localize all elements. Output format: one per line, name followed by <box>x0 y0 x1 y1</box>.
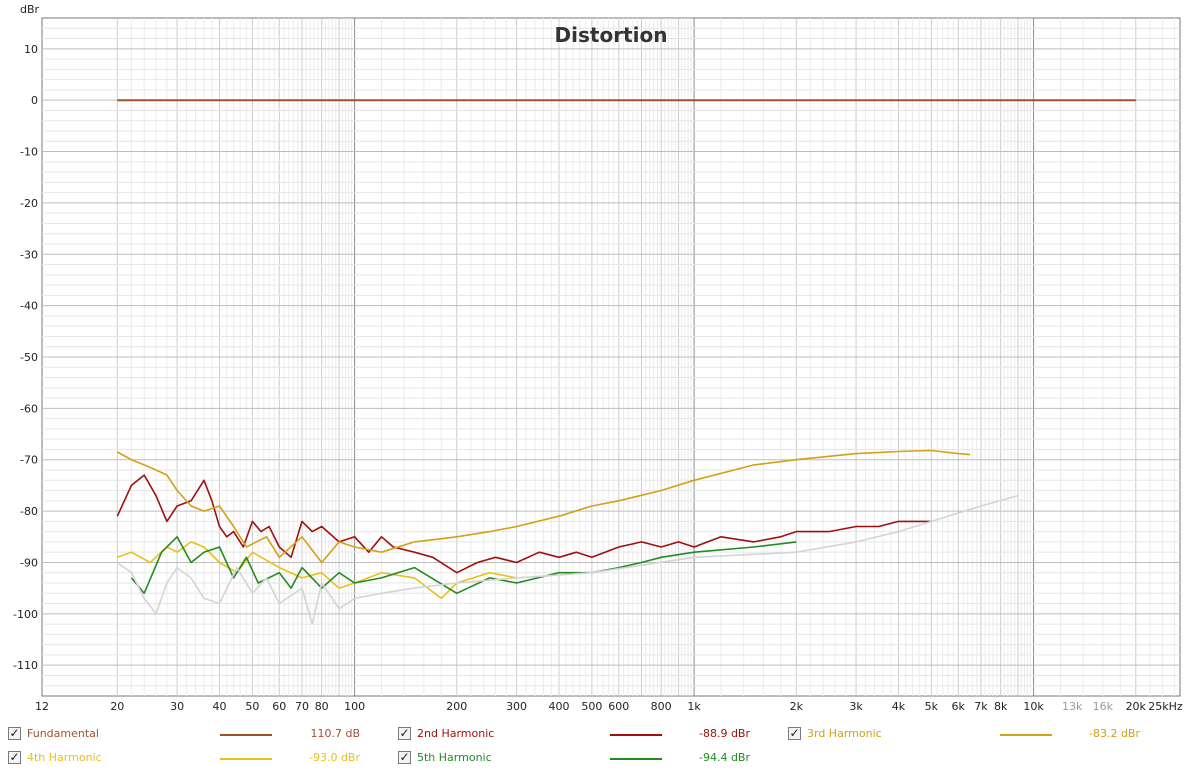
x-tick-label: 200 <box>446 700 467 713</box>
x-tick-label: 4k <box>892 700 906 713</box>
x-tick-label: 3k <box>849 700 863 713</box>
x-tick-label: 800 <box>651 700 672 713</box>
y-tick-labels: 10 0 -10 -20 -30 -40 -50 -60 -70 -80 -90 -100 -110 <box>13 43 38 672</box>
x-tick-label: 30 <box>170 700 184 713</box>
y-tick-label: 0 <box>31 94 38 107</box>
chart-title: Distortion <box>555 23 668 47</box>
series-line-2nd-harmonic <box>116 474 932 574</box>
checkbox-2nd-harmonic[interactable]: ✓ <box>398 726 411 740</box>
y-tick-label: -70 <box>20 454 38 467</box>
x-tick-label: 500 <box>581 700 602 713</box>
legend-value-fundamental: 110.7 dB <box>310 727 360 740</box>
legend-item-fundamental[interactable]: ✓ Fundamental 110.7 dB <box>8 724 388 746</box>
x-tick-label: 300 <box>506 700 527 713</box>
x-tick-label: 13k <box>1062 700 1083 713</box>
x-tick-label: 12 <box>35 700 49 713</box>
series-group <box>116 99 1136 625</box>
legend-line-5th-harmonic <box>610 758 662 760</box>
y-tick-label: -50 <box>20 351 38 364</box>
x-tick-label: 20k <box>1126 700 1147 713</box>
legend-name-2nd-harmonic: 2nd Harmonic <box>417 727 495 740</box>
legend-name-5th-harmonic: 5th Harmonic <box>417 751 492 764</box>
x-tick-label: 16k <box>1093 700 1114 713</box>
series-line-unlabeled <box>116 494 1019 625</box>
y-tick-label: -100 <box>13 608 38 621</box>
legend-item-5th-harmonic[interactable]: ✓ 5th Harmonic -94.4 dBr <box>398 748 778 770</box>
y-tick-label: -30 <box>20 248 38 261</box>
x-tick-labels: 12 20 30 40 50 60 70 80 100 200 300 400 500 600 800 1k 2… <box>35 700 1183 713</box>
x-tick-label: 100 <box>344 700 365 713</box>
legend-item-2nd-harmonic[interactable]: ✓ 2nd Harmonic -88.9 dBr <box>398 724 778 746</box>
legend-item-3rd-harmonic[interactable]: ✓ 3rd Harmonic -83.2 dBr <box>788 724 1168 746</box>
legend-name-3rd-harmonic: 3rd Harmonic <box>807 727 882 740</box>
x-tick-label: 70 <box>295 700 309 713</box>
y-tick-label: -60 <box>20 402 38 415</box>
y-tick-label: -10 <box>20 146 38 159</box>
x-tick-label: 40 <box>213 700 227 713</box>
x-tick-label: 6k <box>952 700 966 713</box>
series-line-4th-harmonic <box>117 541 517 600</box>
x-tick-label: 10k <box>1023 700 1044 713</box>
checkbox-3rd-harmonic[interactable]: ✓ <box>788 726 801 740</box>
legend-name-4th-harmonic: 4th Harmonic <box>27 751 102 764</box>
checkbox-5th-harmonic[interactable]: ✓ <box>398 750 411 764</box>
x-tick-label: 7k <box>974 700 988 713</box>
x-tick-label: 2k <box>790 700 804 713</box>
y-tick-label: 10 <box>24 43 38 56</box>
legend-line-4th-harmonic <box>220 758 272 760</box>
x-tick-label: 25kHz <box>1148 700 1183 713</box>
y-tick-label: -40 <box>20 300 38 313</box>
y-tick-label: -20 <box>20 197 38 210</box>
legend-line-2nd-harmonic <box>610 734 662 736</box>
legend: ✓ Fundamental 110.7 dB ✓ 2nd Harmonic -8… <box>0 722 1200 771</box>
x-tick-label: 400 <box>548 700 569 713</box>
legend-line-fundamental <box>220 734 272 736</box>
y-axis-label: dBr <box>20 3 40 16</box>
series-line-5th-harmonic <box>130 535 797 595</box>
legend-line-3rd-harmonic <box>1000 734 1052 736</box>
legend-value-5th-harmonic: -94.4 dBr <box>698 751 750 764</box>
checkbox-4th-harmonic[interactable]: ✓ <box>8 750 21 764</box>
grid <box>42 18 1180 696</box>
series-line-3rd-harmonic <box>116 449 971 564</box>
y-tick-label: -80 <box>20 505 38 518</box>
legend-value-4th-harmonic: -93.0 dBr <box>308 751 360 764</box>
y-tick-label: -90 <box>20 556 38 569</box>
x-tick-label: 5k <box>925 700 939 713</box>
legend-name-fundamental: Fundamental <box>27 727 99 740</box>
x-tick-label: 8k <box>994 700 1008 713</box>
x-tick-label: 60 <box>272 700 286 713</box>
x-tick-label: 80 <box>315 700 329 713</box>
x-tick-label: 1k <box>687 700 701 713</box>
checkbox-fundamental[interactable]: ✓ <box>8 726 21 740</box>
x-tick-label: 50 <box>245 700 259 713</box>
legend-value-2nd-harmonic: -88.9 dBr <box>698 727 750 740</box>
x-tick-label: 600 <box>608 700 629 713</box>
legend-item-4th-harmonic[interactable]: ✓ 4th Harmonic -93.0 dBr <box>8 748 388 770</box>
y-tick-label: -110 <box>13 659 38 672</box>
x-tick-label: 20 <box>110 700 124 713</box>
legend-value-3rd-harmonic: -83.2 dBr <box>1088 727 1140 740</box>
